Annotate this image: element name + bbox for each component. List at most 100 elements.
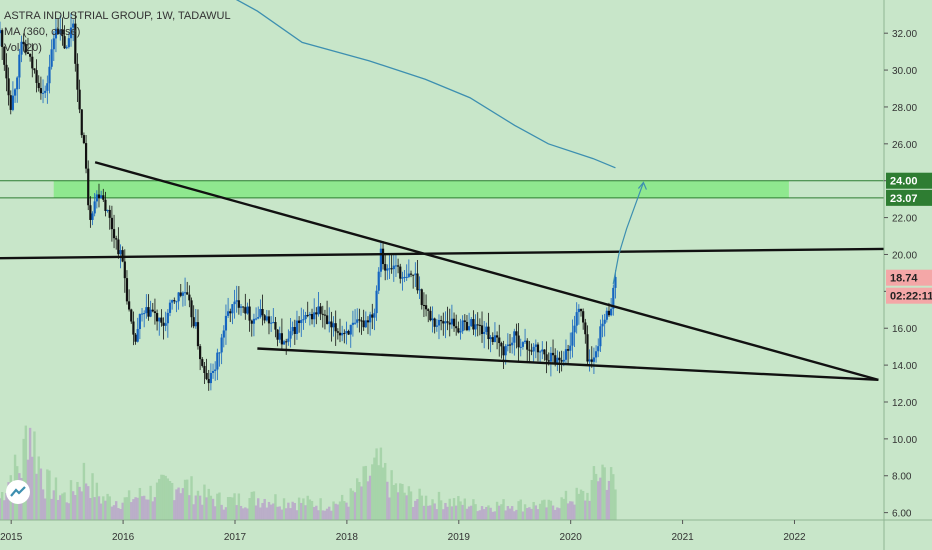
volume-bar [429,505,432,520]
candle-body [386,268,389,271]
candle-body [130,309,133,322]
candle-body [108,209,111,218]
candle-body [61,29,64,37]
volume-bar [123,497,127,520]
volume-bar [121,502,124,520]
volume-bar [91,473,94,520]
candle-body [143,313,146,315]
volume-bar [97,496,101,520]
candle-body [394,265,398,267]
candle-body [577,308,580,313]
volume-bar [431,499,434,520]
candle-body [403,276,406,278]
volume-bar [132,499,135,520]
volume-bar [145,499,148,520]
candle-body [37,82,40,89]
x-tick-label: 2017 [224,532,247,543]
volume-bar [194,495,198,520]
candle-body [125,278,129,302]
candle-body [313,312,316,320]
candle-body [452,318,456,327]
volume-bar [50,498,53,520]
ma-indicator-label[interactable]: MA (360, close) [4,26,81,38]
volume-bar [173,500,176,520]
volume-bar [401,483,404,520]
volume-bar [358,482,361,520]
volume-bar [115,501,118,520]
candle-body [397,265,400,267]
volume-bar [480,506,484,520]
trendline-3[interactable] [257,347,879,382]
volume-bar [388,497,391,520]
trendline-1[interactable] [0,247,885,260]
projection-arrow-line[interactable] [612,182,644,285]
volume-bar [235,505,238,520]
volume-bar [373,457,376,520]
y-tick-label: 20.00 [892,250,917,261]
volume-bar [474,504,477,520]
candle-body [590,359,593,362]
support-price-label-bg [886,189,932,206]
candle-body [50,49,53,67]
volume-bar [381,467,385,520]
tradingview-logo-icon[interactable] [6,480,30,504]
volume-bar [78,486,81,520]
volume-bar [244,507,247,520]
candle-body [480,325,484,334]
candle-body [472,319,475,330]
candle-body [276,329,279,340]
candle-body [588,359,591,362]
volume-bar [76,481,79,520]
volume-bar [93,497,96,520]
candle-body [554,355,557,364]
candle-body [263,315,266,321]
volume-bar [349,488,352,520]
volume-bar [450,506,454,520]
volume-bar [267,501,271,520]
candle-body [209,372,212,384]
volume-bar [575,487,578,520]
volume-bar [541,500,544,520]
candle-body [416,273,419,291]
candle-body [211,370,215,373]
candle-body [455,326,458,329]
resistance-zone[interactable] [53,180,789,198]
volume-bar [248,498,251,520]
volume-bar [386,481,389,520]
volume-bar [87,486,90,520]
candle-body [371,314,374,318]
volume-bar [343,501,346,520]
candle-body [158,317,161,322]
y-tick-label: 16.00 [892,324,917,335]
candle-body [517,335,520,348]
candle-body [287,338,290,342]
candle-body [265,316,268,321]
candle-body [274,322,277,330]
volume-bar [457,496,460,520]
volume-bar [278,506,281,520]
candle-body [115,238,118,240]
y-tick-label: 6.00 [892,509,912,520]
volume-bar [605,489,609,520]
volume-bar [455,505,458,520]
volume-bar [168,480,172,520]
volume-bar [418,488,421,520]
candle-body [612,287,615,309]
volume-bar [142,495,146,520]
candle-body [145,307,148,314]
volume-indicator-label[interactable]: Vol (20) [4,42,42,54]
candle-body [536,344,540,353]
candle-body [356,319,359,323]
candle-body [450,318,453,325]
volume-bar [209,495,213,520]
candle-body [87,168,90,206]
candle-body [523,340,527,343]
candle-body [325,315,329,324]
trendline-2[interactable] [94,161,879,382]
volume-bar [392,485,395,520]
volume-bar [222,509,225,520]
symbol-title[interactable]: ASTRA INDUSTRIAL GROUP, 1W, TADAWUL [4,10,231,22]
volume-bar [356,478,359,520]
volume-bar [502,499,505,520]
candle-body [93,201,96,214]
